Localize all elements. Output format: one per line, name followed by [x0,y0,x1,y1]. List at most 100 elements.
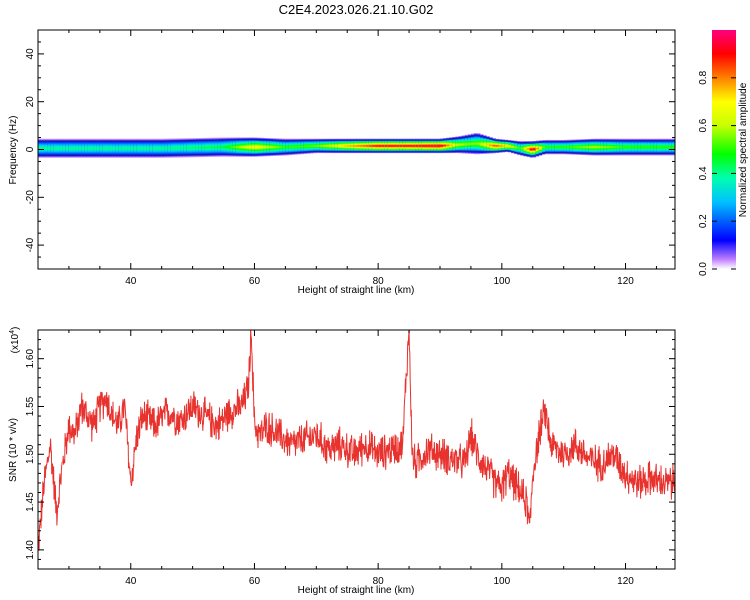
band-cell [328,145,333,147]
band-cell [251,146,255,149]
band-cell [102,147,107,150]
band-cell [436,145,441,147]
band-cell [41,147,45,150]
band-cell [569,146,574,148]
band-cell [294,145,299,148]
band-cell [229,146,234,149]
band-cell [594,146,598,148]
band-cell [597,146,602,148]
band-cell [350,145,354,147]
band-cell [486,144,490,146]
band-cell [90,147,94,150]
band-cell [542,146,546,149]
band-cell [554,146,558,148]
x-tick-label: 40 [125,276,137,287]
band-cell [177,147,181,149]
band-cell [588,146,592,148]
x-tick-label: 120 [617,576,634,587]
colorbar-tick-label: 0.6 [698,118,709,132]
snr-y-scale-base: (x10 [10,333,21,353]
band-cell [520,147,524,150]
x-tick-label: 80 [373,576,385,587]
y-tick-label: -20 [25,190,36,205]
band-cell [68,147,73,150]
band-cell [204,146,209,149]
band-cell [47,147,51,150]
band-cell [477,142,481,145]
band-cell [480,143,484,146]
band-cell [285,146,289,148]
band-cell [183,146,187,149]
y-tick-label: 1.45 [25,492,36,512]
band-cell [81,147,85,150]
band-cell [508,145,512,147]
band-cell [483,143,487,146]
band-cell [87,147,91,150]
band-cell [409,145,413,147]
band-cell [59,147,64,150]
snr-y-label: SNR (10 * v/v) [8,418,19,482]
band-cell [467,143,472,145]
band-cell [362,145,367,147]
band-cell [668,146,673,148]
band-cell [387,145,391,147]
spectral-band [38,133,675,158]
band-cell [625,146,629,148]
y-tick-label: 1.55 [25,396,36,416]
band-cell [44,147,48,150]
band-cell [260,146,265,149]
band-cell [498,145,503,147]
band-cell [300,145,305,148]
snr-y-scale-close: ) [10,327,21,330]
band-cell [563,146,568,148]
band-cell [449,144,453,147]
band-cell [310,145,314,147]
band-cell [439,145,444,147]
band-cell [130,147,135,150]
band-cell [226,146,231,149]
band-cell [155,147,159,150]
band-cell [201,146,206,149]
band-cell [430,145,435,147]
band-cell [644,146,648,148]
x-tick-label: 100 [493,276,510,287]
band-cell [529,148,534,151]
band-cell [535,147,540,150]
band-cell [140,147,144,150]
band-cell [115,147,119,150]
band-cell [238,146,243,149]
band-cell [167,147,172,150]
colorbar: 0.0 0.2 0.4 0.6 0.8 Normalized spectral ampl… [698,30,749,276]
band-cell [662,146,667,148]
band-cell [337,145,342,147]
band-cell [53,147,57,150]
snr-panel: 40 60 80 100 120 1.40 1.45 1.50 1.55 1.60 Height … [8,327,676,596]
band-cell [656,146,660,148]
band-cell [65,147,70,150]
band-cell [576,146,580,148]
colorbar-ticks: 0.0 0.2 0.4 0.6 0.8 [698,70,736,276]
band-cell [316,145,320,147]
band-cell [347,145,351,147]
band-cell [415,145,419,147]
band-cell [56,147,60,150]
band-cell [245,146,249,149]
band-cell [121,147,125,150]
band-cell [470,142,475,145]
band-edge-lower [38,149,675,157]
band-cell [50,147,54,150]
band-cell [591,146,595,148]
band-cell [235,146,240,149]
snr-ticks: 40 60 80 100 120 1.40 1.45 1.50 1.55 1.60 [25,330,675,587]
band-cell [610,146,614,148]
snr-y-scale: (x104) [9,327,21,354]
band-cell [412,145,416,147]
band-cell [242,146,246,149]
x-tick-label: 100 [493,576,510,587]
band-cell [319,145,323,147]
band-cell [671,146,675,148]
band-cell [170,147,175,150]
band-cell [396,145,401,147]
band-cell [495,145,500,147]
band-cell [359,145,363,147]
